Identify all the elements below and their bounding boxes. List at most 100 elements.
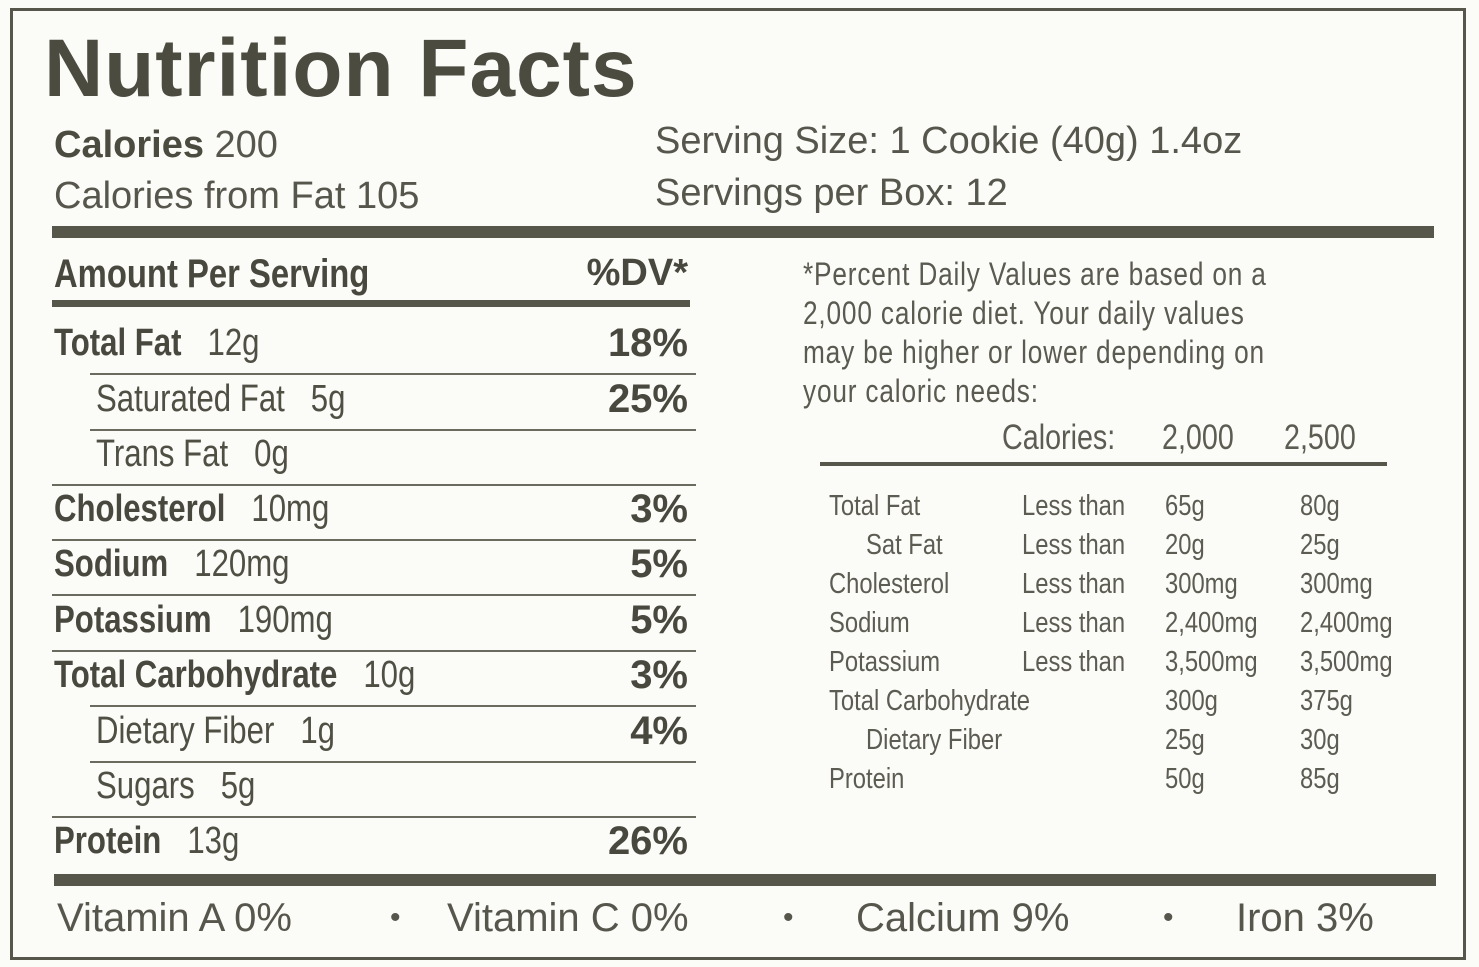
amount-per-serving: Amount Per Serving [54, 252, 370, 296]
dv-row-value-2000: 300mg [1165, 568, 1238, 600]
bullet-separator: • [1163, 901, 1174, 934]
dv-row-name: Sodium [829, 607, 910, 639]
dv-row-value-2000: 50g [1165, 763, 1205, 795]
dv-header: %DV* [586, 252, 688, 294]
dv-row-value-2500: 3,500mg [1300, 646, 1393, 678]
nutrient-amount: 0g [254, 433, 289, 475]
dv-col1-header: 2,000 [1162, 418, 1234, 457]
footnote-line: your caloric needs: [803, 373, 1039, 409]
nutrient-row-name: Protein 13g [54, 820, 239, 863]
dv-row-value-2000: 65g [1165, 490, 1205, 522]
nutrient-row-name: Cholesterol 10mg [54, 488, 329, 531]
dv-row-value-2500: 2,400mg [1300, 607, 1393, 639]
nutrient-amount: 5g [310, 378, 346, 420]
nutrient-amount: 12g [207, 322, 260, 364]
row-divider [52, 539, 696, 541]
dv-row-value-2500: 30g [1300, 724, 1340, 756]
dv-row-value-2500: 25g [1300, 529, 1340, 561]
footnote-line: 2,000 calorie diet. Your daily values [803, 295, 1245, 331]
nutrient-name: Total Carbohydrate [54, 654, 338, 696]
nutrient-dv: 3% [630, 653, 688, 697]
dv-row-value-2500: 80g [1300, 490, 1340, 522]
row-divider [90, 373, 696, 375]
dv-row-qualifier: Less than [1022, 568, 1126, 600]
calories-line: Calories 200 [54, 124, 278, 167]
nutrient-name: Potassium [54, 599, 212, 641]
dv-row-name: Protein [829, 763, 905, 795]
bullet-separator: • [390, 901, 401, 934]
vitamin-item: Vitamin C 0% [447, 896, 689, 940]
page-title: Nutrition Facts [44, 23, 638, 114]
vitamin-item: Iron 3% [1236, 896, 1374, 940]
footnote-line: may be higher or lower depending on [803, 334, 1265, 370]
nutrient-amount: 5g [220, 765, 256, 807]
nutrient-name: Sugars [96, 765, 195, 807]
nutrient-row-name: Sugars 5g [96, 765, 255, 808]
nutrient-amount: 120mg [194, 543, 290, 585]
dv-row-qualifier: Less than [1022, 529, 1126, 561]
nutrient-amount: 10g [363, 654, 416, 696]
row-divider [90, 761, 696, 763]
nutrient-amount: 13g [187, 820, 240, 862]
vitamin-item: Calcium 9% [856, 896, 1070, 940]
dv-row-value-2000: 2,400mg [1165, 607, 1258, 639]
serving-size: Serving Size: 1 Cookie (40g) 1.4oz [655, 120, 1243, 162]
nutrient-amount: 10mg [251, 488, 330, 530]
dv-calories-label: Calories: [1002, 418, 1116, 457]
row-divider [52, 816, 696, 818]
nutrient-row-name: Total Carbohydrate 10g [54, 654, 415, 697]
dv-row-qualifier: Less than [1022, 646, 1126, 678]
row-divider [90, 705, 696, 707]
nutrient-name: Cholesterol [54, 488, 226, 530]
nutrient-dv: 5% [630, 542, 688, 586]
row-divider [52, 594, 696, 596]
top-thick-divider [52, 226, 1434, 238]
nutrient-name: Saturated Fat [96, 378, 285, 420]
dv-row-value-2000: 25g [1165, 724, 1205, 756]
dv-row-qualifier: Less than [1022, 490, 1126, 522]
bullet-separator: • [783, 901, 794, 934]
dv-row-value-2500: 375g [1300, 685, 1353, 717]
dv-row-name: Total Carbohydrate [829, 685, 1030, 717]
dv-row-value-2500: 300mg [1300, 568, 1373, 600]
dv-row-qualifier: Less than [1022, 607, 1126, 639]
nutrient-row-name: Sodium 120mg [54, 543, 290, 586]
dv-row-value-2000: 300g [1165, 685, 1218, 717]
nutrient-dv: 18% [607, 321, 688, 365]
nutrient-row-name: Trans Fat 0g [96, 433, 289, 476]
row-divider [52, 484, 696, 486]
dv-row-value-2000: 20g [1165, 529, 1205, 561]
nutrient-dv: 4% [630, 709, 688, 753]
nutrient-name: Protein [54, 820, 162, 862]
nutrient-name: Sodium [54, 543, 169, 585]
nutrient-name: Dietary Fiber [96, 710, 275, 752]
calories-label: Calories [54, 124, 204, 166]
dv-table-divider [820, 462, 1387, 466]
nutrient-dv: 5% [630, 598, 688, 642]
dv-row-name: Cholesterol [829, 568, 950, 600]
nutrient-dv: 3% [630, 487, 688, 531]
nutrient-dv: 25% [607, 377, 688, 421]
row-divider [52, 650, 696, 652]
amount-divider [52, 300, 690, 307]
dv-row-name: Potassium [829, 646, 941, 678]
nutrient-amount: 1g [300, 710, 336, 752]
dv-row-name: Total Fat [829, 490, 921, 522]
dv-col2-header: 2,500 [1284, 418, 1356, 457]
nutrient-row-name: Total Fat 12g [54, 322, 259, 365]
bottom-thick-divider [54, 874, 1436, 886]
vitamin-item: Vitamin A 0% [57, 896, 292, 940]
nutrient-dv: 26% [607, 819, 688, 863]
nutrient-row-name: Saturated Fat 5g [96, 378, 345, 421]
dv-row-name: Dietary Fiber [866, 724, 1003, 756]
servings-per-box: Servings per Box: 12 [655, 172, 1008, 214]
calories-from-fat: Calories from Fat 105 [54, 175, 420, 217]
dv-row-value-2500: 85g [1300, 763, 1340, 795]
nutrient-row-name: Dietary Fiber 1g [96, 710, 335, 753]
nutrient-row-name: Potassium 190mg [54, 599, 333, 642]
dv-row-value-2000: 3,500mg [1165, 646, 1258, 678]
footnote-line: *Percent Daily Values are based on a [803, 256, 1267, 292]
calories-value: 200 [214, 124, 278, 166]
row-divider [90, 429, 696, 431]
dv-row-name: Sat Fat [866, 529, 943, 561]
